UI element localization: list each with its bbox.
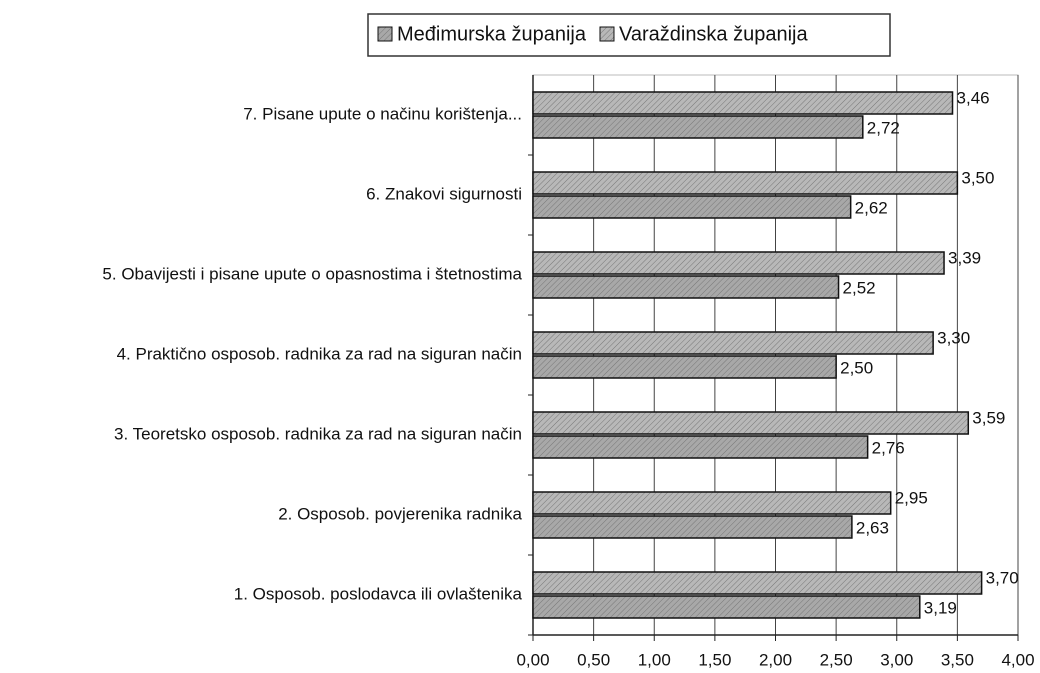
bar bbox=[532, 435, 869, 459]
value-label: 2,52 bbox=[843, 278, 876, 297]
bar bbox=[532, 355, 837, 379]
value-label: 2,76 bbox=[872, 438, 905, 457]
x-tick-label: 1,50 bbox=[698, 650, 731, 669]
y-tick-label: 1. Osposob. poslodavca ili ovlaštenika bbox=[234, 584, 523, 603]
bar bbox=[532, 115, 864, 139]
legend-label: Međimurska županija bbox=[397, 23, 587, 45]
y-tick-label: 5. Obavijesti i pisane upute o opasnosti… bbox=[102, 264, 522, 283]
bar bbox=[532, 171, 959, 195]
bar bbox=[532, 571, 983, 595]
bar bbox=[532, 595, 921, 619]
y-tick-label: 4. Praktično osposob. radnika za rad na … bbox=[117, 344, 522, 363]
bar bbox=[532, 411, 970, 435]
bar bbox=[532, 331, 934, 355]
y-tick-label: 6. Znakovi sigurnosti bbox=[366, 184, 522, 203]
x-tick-label: 3,50 bbox=[941, 650, 974, 669]
value-label: 3,19 bbox=[924, 598, 957, 617]
bar bbox=[532, 251, 945, 275]
x-tick-label: 2,00 bbox=[759, 650, 792, 669]
value-label: 3,30 bbox=[937, 328, 970, 347]
legend-label: Varaždinska županija bbox=[619, 23, 809, 45]
value-label: 3,70 bbox=[986, 568, 1019, 587]
value-label: 2,63 bbox=[856, 518, 889, 537]
value-label: 3,59 bbox=[972, 408, 1005, 427]
bar bbox=[532, 515, 853, 539]
bar bbox=[532, 275, 840, 299]
y-tick-label: 3. Teoretsko osposob. radnika za rad na … bbox=[114, 424, 522, 443]
bar bbox=[532, 491, 892, 515]
value-label: 2,72 bbox=[867, 118, 900, 137]
y-tick-label: 7. Pisane upute o načinu korištenja... bbox=[243, 104, 522, 123]
bar bbox=[532, 195, 852, 219]
y-tick-label: 2. Osposob. povjerenika radnika bbox=[278, 504, 522, 523]
value-label: 3,46 bbox=[957, 88, 990, 107]
x-tick-label: 0,00 bbox=[516, 650, 549, 669]
x-tick-label: 1,00 bbox=[638, 650, 671, 669]
legend-box bbox=[367, 13, 891, 57]
bar bbox=[532, 91, 954, 115]
x-tick-label: 2,50 bbox=[820, 650, 853, 669]
legend-swatch bbox=[377, 26, 393, 42]
value-label: 3,39 bbox=[948, 248, 981, 267]
value-label: 2,62 bbox=[855, 198, 888, 217]
value-label: 2,50 bbox=[840, 358, 873, 377]
x-tick-label: 0,50 bbox=[577, 650, 610, 669]
value-label: 3,50 bbox=[961, 168, 994, 187]
x-tick-label: 4,00 bbox=[1001, 650, 1034, 669]
legend-swatch bbox=[599, 26, 615, 42]
x-tick-label: 3,00 bbox=[880, 650, 913, 669]
value-label: 2,95 bbox=[895, 488, 928, 507]
